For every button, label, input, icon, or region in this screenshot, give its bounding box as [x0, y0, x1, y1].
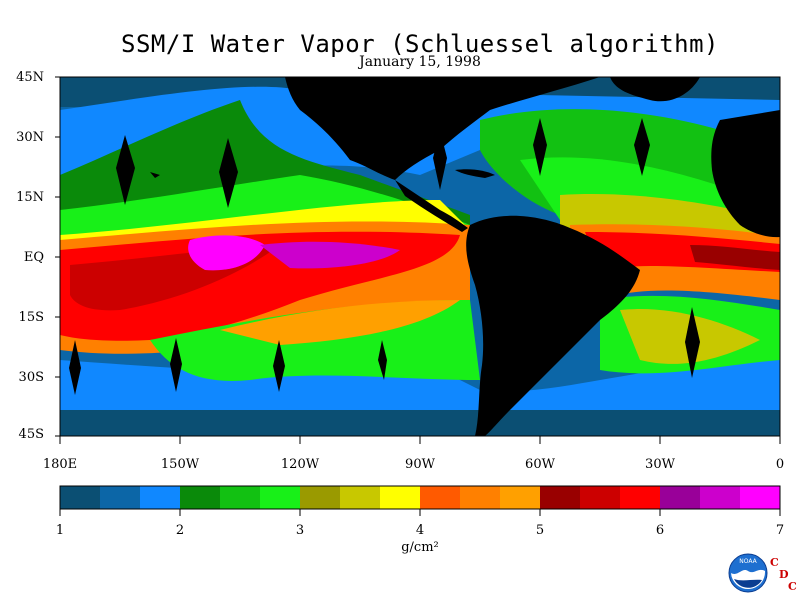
colorbar-label-1: 1: [55, 523, 65, 538]
lat-label-45n: 45N: [16, 70, 44, 85]
colorbar-swatch: [300, 486, 341, 509]
colorbar-swatch: [220, 486, 261, 509]
data-gap: [170, 338, 182, 392]
lon-label-120w: 120W: [280, 457, 320, 472]
central-america: [395, 180, 468, 232]
colorbar-swatch: [380, 486, 421, 509]
colorbar-swatch: [580, 486, 621, 509]
lat-label-30s: 30S: [18, 370, 44, 385]
colorbar-swatch: [60, 486, 101, 509]
data-gap: [484, 320, 496, 380]
south-america: [466, 215, 640, 436]
map-date: January 15, 1998: [359, 54, 481, 70]
data-gap: [433, 130, 447, 190]
colorbar: [60, 486, 781, 509]
data-gap: [634, 118, 650, 176]
colorbar-swatch: [500, 486, 541, 509]
colorbar-label-4: 4: [415, 523, 425, 538]
lon-label-150w: 150W: [160, 457, 200, 472]
north-america: [285, 77, 600, 180]
magenta-core: [188, 235, 265, 271]
lat-label-15s: 15S: [18, 310, 44, 325]
colorbar-swatch: [740, 486, 781, 509]
data-gap: [116, 135, 135, 205]
map-title: SSM/I Water Vapor (Schluessel algorithm): [121, 30, 719, 58]
colorbar-swatch: [140, 486, 181, 509]
data-gap: [378, 340, 387, 380]
colorbar-swatch: [340, 486, 381, 509]
data-gap: [685, 307, 700, 378]
colorbar-swatch: [460, 486, 501, 509]
lon-label-90w: 90W: [405, 457, 435, 472]
data-gap: [273, 340, 285, 392]
lat-label-30n: 30N: [16, 130, 44, 145]
lon-ticks: [59, 436, 781, 444]
colorbar-swatch: [180, 486, 221, 509]
lat-label-eq: EQ: [23, 250, 44, 265]
data-gap: [69, 340, 81, 395]
colorbar-unit: g/cm²: [401, 540, 439, 555]
colorbar-label-3: 3: [295, 523, 305, 538]
south-pacific-orange: [220, 300, 460, 345]
cdc-letter-c1: C: [770, 556, 779, 569]
noaa-logo-icon: NOAA: [728, 553, 768, 593]
colorbar-label-6: 6: [655, 523, 665, 538]
colorbar-swatch: [620, 486, 661, 509]
cdc-letter-c2: C: [788, 580, 797, 593]
lat-label-15n: 15N: [16, 190, 44, 205]
lat-ticks: [55, 76, 60, 437]
lon-label-0: 0: [775, 457, 785, 472]
colorbar-swatch: [540, 486, 581, 509]
greenland: [610, 77, 700, 102]
lon-label-30w: 30W: [645, 457, 675, 472]
darkred-atlantic: [690, 245, 780, 270]
purple-core: [260, 241, 400, 269]
cuba: [455, 169, 495, 178]
colorbar-swatch: [100, 486, 141, 509]
data-gap: [533, 118, 547, 176]
noaa-logo-text: NOAA: [739, 558, 757, 565]
colorbar-swatch: [660, 486, 701, 509]
lon-label-180e: 180E: [42, 457, 78, 472]
colorbar-ticks: [59, 509, 781, 516]
colorbar-label-2: 2: [175, 523, 185, 538]
data-gap: [219, 138, 238, 208]
colorbar-label-5: 5: [535, 523, 545, 538]
lon-label-60w: 60W: [525, 457, 555, 472]
lat-label-45s: 45S: [18, 427, 44, 442]
africa: [711, 110, 780, 238]
colorbar-swatch: [260, 486, 301, 509]
colorbar-swatch: [420, 486, 461, 509]
hawaii: [150, 172, 160, 178]
dry-band-south: [60, 405, 780, 436]
colorbar-label-7: 7: [775, 523, 785, 538]
cdc-letter-d: D: [779, 568, 789, 581]
colorbar-swatch: [700, 486, 741, 509]
